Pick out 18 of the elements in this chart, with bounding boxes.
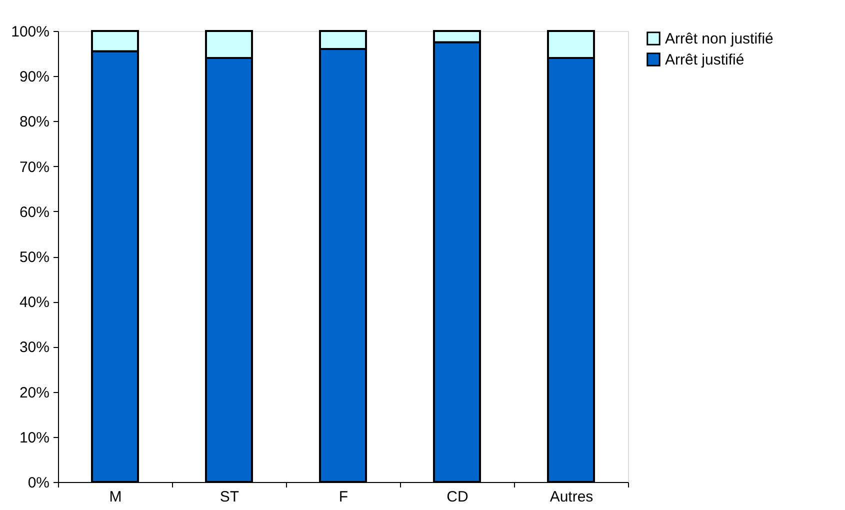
y-tick-label: 90% [19,68,50,86]
y-tick-label: 80% [19,114,50,131]
y-tick-label: 20% [19,384,50,402]
x-tick-label: F [338,488,348,506]
legend-label: Arrêt justifié [665,52,744,68]
y-tick-label: 70% [19,158,50,176]
y-tick-label: 0% [28,474,50,492]
legend-label: Arrêt non justifié [665,30,774,48]
y-tick-label: 60% [19,204,50,221]
y-tick-label: 50% [19,249,50,266]
x-tick-label: CD [446,488,468,506]
y-tick-label: 30% [19,339,50,356]
x-tick-label: ST [220,488,240,506]
x-tick-label: Autres [550,488,594,506]
y-tick-label: 10% [19,429,50,446]
y-tick-label: 100% [11,24,50,40]
y-tick-label: 40% [19,294,50,312]
x-tick-label: M [109,488,122,506]
